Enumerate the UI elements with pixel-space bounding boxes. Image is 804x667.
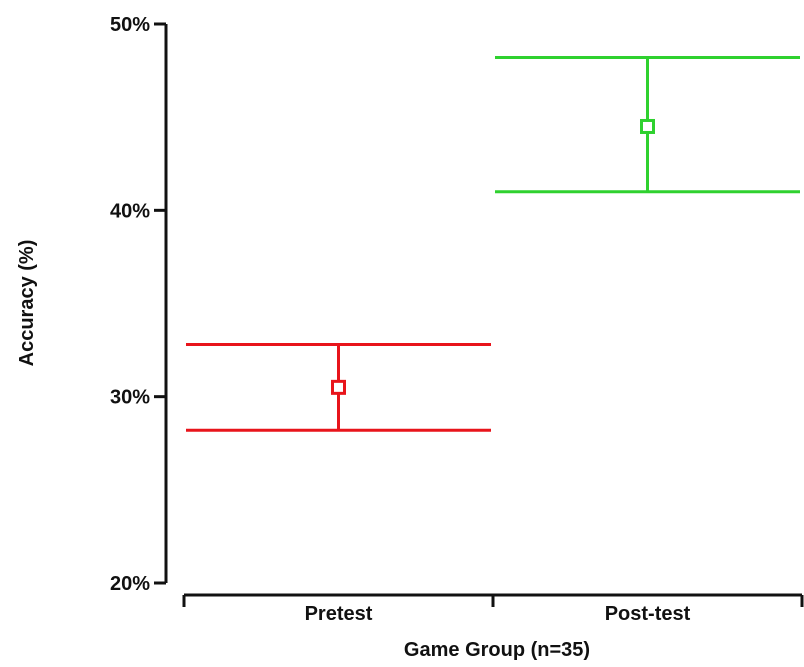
mean-marker: [640, 118, 655, 134]
y-tick-label: 20%: [110, 573, 150, 595]
mean-marker: [331, 379, 346, 395]
axes: 20% 30% 40% 50% Pretest Post-test: [110, 14, 804, 625]
y-tick-label: 40%: [110, 200, 150, 222]
x-tick-label: Pretest: [305, 603, 373, 625]
x-tick-label: Post-test: [605, 603, 691, 625]
y-tick-label: 50%: [110, 14, 150, 36]
x-axis-title: Game Group (n=35): [404, 639, 590, 661]
error-bar-post-test: [495, 56, 800, 194]
error-bar-pretest: [186, 342, 491, 432]
y-tick-label: 30%: [110, 387, 150, 409]
y-axis-title: Accuracy (%): [16, 240, 38, 367]
marks: [186, 56, 800, 432]
